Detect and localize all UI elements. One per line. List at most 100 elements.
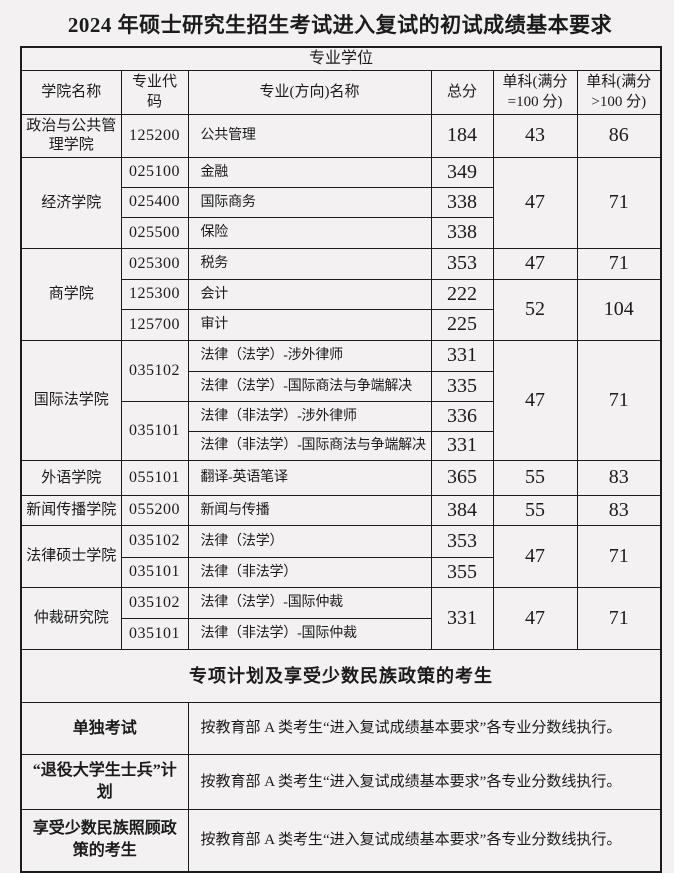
college-cell: 外语学院 (20, 460, 122, 497)
major-code-cell: 035102 (120, 340, 189, 403)
total-score-cell: 335 (430, 371, 494, 403)
subject-score-cell: 71 (576, 157, 662, 250)
subject-score-cell: 71 (576, 248, 662, 281)
subject-score-cell: 55 (492, 460, 578, 497)
major-code-cell: 125700 (120, 309, 189, 342)
special-section-title: 专项计划及享受少数民族政策的考生 (20, 649, 662, 704)
special-row: 单独考试 按教育部 A 类考生“进入复试成绩基本要求”各专业分数线执行。 (20, 702, 662, 756)
total-score-cell: 225 (430, 309, 494, 342)
total-score-cell: 353 (430, 525, 494, 559)
college-cell: 经济学院 (20, 157, 122, 250)
college-cell: 法律硕士学院 (20, 525, 122, 589)
major-code-cell: 055200 (120, 495, 189, 527)
subject-score-cell: 71 (576, 587, 662, 651)
major-code-cell: 025500 (120, 217, 189, 250)
table-row: 法律（法学）-国际商法与争端解决 335 (21, 371, 661, 403)
major-code-cell: 035102 (120, 525, 189, 559)
table-row: 035101 法律（非法学）-国际仲裁 (21, 618, 661, 651)
section-header-row: 专业学位 (20, 46, 662, 72)
major-name-cell: 国际商务 (187, 187, 432, 219)
major-name-cell: 会计 (187, 279, 432, 311)
special-row-description: 按教育部 A 类考生“进入复试成绩基本要求”各专业分数线执行。 (187, 809, 662, 873)
major-code-cell: 025300 (120, 248, 189, 281)
major-name-cell: 法律（法学） (187, 525, 432, 559)
subject-score-cell: 47 (492, 248, 578, 281)
total-score-cell: 336 (430, 401, 494, 433)
table-row: 125300 会计 222 52 104 (21, 279, 662, 342)
total-score-cell: 355 (430, 557, 494, 589)
college-cell: 国际法学院 (20, 340, 122, 462)
section-title: 专业学位 (20, 46, 662, 72)
table-row: 法律硕士学院 035102 法律（法学） 353 47 71 (20, 525, 662, 589)
subject-score-cell: 71 (576, 340, 662, 462)
college-cell: 商学院 (20, 248, 122, 342)
table-row: 经济学院 025100 金融 349 47 71 (20, 157, 662, 250)
major-code-cell: 125300 (120, 279, 189, 311)
major-code-cell: 125200 (120, 113, 189, 159)
column-header-subject-over100: 单科(满分>100 分) (576, 70, 662, 115)
total-score-cell: 384 (430, 495, 494, 527)
major-code-cell: 035101 (120, 401, 189, 462)
major-code-cell: 025400 (120, 187, 189, 219)
subject-score-cell: 47 (492, 340, 578, 462)
major-name-cell: 法律（非法学）-涉外律师 (187, 401, 432, 433)
column-header-total: 总分 (430, 70, 494, 115)
major-name-cell: 税务 (187, 248, 432, 281)
table-row: 国际法学院 035102 法律（法学）-涉外律师 331 47 71 (20, 340, 662, 462)
major-name-cell: 保险 (187, 217, 432, 250)
major-name-cell: 法律（法学）-国际商法与争端解决 (187, 371, 432, 403)
major-code-cell: 035102 (120, 587, 189, 620)
table-row: 商学院 025300 税务 353 47 71 (20, 248, 662, 342)
major-name-cell: 翻译-英语笔译 (187, 460, 432, 497)
column-header-subject100: 单科(满分=100 分) (492, 70, 578, 115)
column-header-major: 专业(方向)名称 (187, 70, 432, 115)
subject-score-cell: 47 (492, 157, 578, 250)
major-name-cell: 法律（法学）-国际仲裁 (187, 587, 432, 620)
table-row: 法律（非法学）-国际商法与争端解决 331 (21, 431, 661, 462)
admission-scores-table: 专业学位 学院名称 专业代码 专业(方向)名称 总分 单科(满分=100 分) … (20, 46, 663, 873)
total-score-cell: 353 (430, 248, 494, 281)
total-score-cell: 184 (430, 113, 494, 159)
major-code-cell: 055101 (120, 460, 189, 497)
subject-score-cell: 43 (492, 113, 578, 159)
table-row: 025500 保险 338 (21, 217, 661, 250)
college-cell: 政治与公共管理学院 (20, 113, 122, 159)
major-name-cell: 法律（非法学）-国际仲裁 (187, 618, 432, 651)
total-score-cell: 349 (430, 157, 494, 189)
special-row: “退役大学生士兵”计划 按教育部 A 类考生“进入复试成绩基本要求”各专业分数线… (20, 754, 662, 811)
major-code-cell: 035101 (120, 618, 189, 651)
table-row: 025400 国际商务 338 (21, 187, 661, 219)
college-cell: 新闻传播学院 (20, 495, 122, 527)
table-row: 政治与公共管理学院 125200 公共管理 184 43 86 (20, 113, 662, 159)
table-row: 035101 法律（非法学） 355 (21, 557, 661, 589)
subject-score-cell: 47 (492, 587, 578, 651)
total-score-cell: 331 (430, 587, 494, 651)
table-row: 外语学院 055101 翻译-英语笔译 365 55 83 (20, 460, 662, 497)
table-row: 仲裁研究院 035102 法律（法学）-国际仲裁 331 47 71 (20, 587, 662, 651)
subject-score-cell: 83 (576, 460, 662, 497)
table-row: 125700 审计 225 (21, 309, 661, 342)
subject-score-cell: 71 (576, 525, 662, 589)
special-row-description: 按教育部 A 类考生“进入复试成绩基本要求”各专业分数线执行。 (187, 702, 662, 756)
special-row-label: 享受少数民族照顾政策的考生 (20, 809, 189, 873)
subject-score-cell: 55 (492, 495, 578, 527)
column-header-college: 学院名称 (20, 70, 122, 115)
total-score-cell: 338 (430, 217, 494, 250)
major-name-cell: 金融 (187, 157, 432, 189)
special-row-description: 按教育部 A 类考生“进入复试成绩基本要求”各专业分数线执行。 (187, 754, 662, 811)
total-score-cell: 331 (430, 431, 494, 462)
column-header-row: 学院名称 专业代码 专业(方向)名称 总分 单科(满分=100 分) 单科(满分… (20, 70, 662, 115)
major-name-cell: 公共管理 (187, 113, 432, 159)
major-name-cell: 审计 (187, 309, 432, 342)
page-title: 2024 年硕士研究生招生考试进入复试的初试成绩基本要求 (67, 13, 613, 37)
major-name-cell: 法律（非法学）-国际商法与争端解决 (187, 431, 432, 462)
total-score-cell: 365 (430, 460, 494, 497)
major-name-cell: 法律（非法学） (187, 557, 432, 589)
total-score-cell: 222 (430, 279, 494, 311)
table-row: 新闻传播学院 055200 新闻与传播 384 55 83 (20, 495, 662, 527)
special-row-label: 单独考试 (20, 702, 189, 756)
special-row-label: “退役大学生士兵”计划 (20, 754, 189, 811)
major-name-cell: 新闻与传播 (187, 495, 432, 527)
subject-score-cell: 83 (576, 495, 662, 527)
